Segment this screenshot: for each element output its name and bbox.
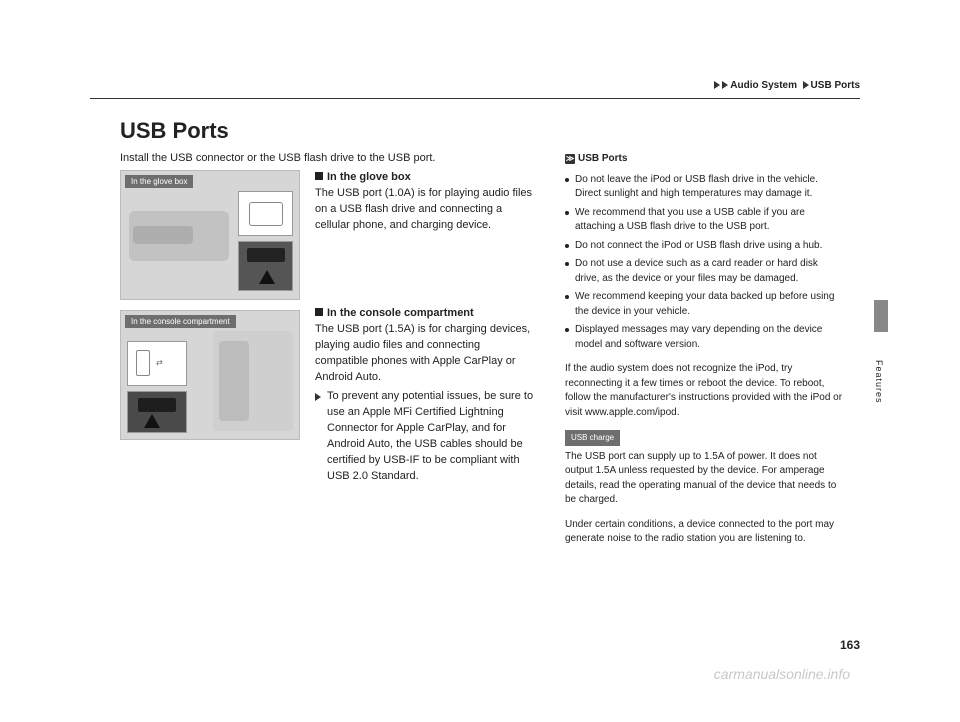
section-bullet: To prevent any potential issues, be sure… — [315, 389, 535, 485]
console-section: In the console compartment The USB port … — [315, 306, 535, 485]
figure-label: In the console compartment — [125, 315, 236, 328]
info-paragraph: Under certain conditions, a device conne… — [565, 518, 845, 547]
manual-page: Audio System USB Ports USB Ports Install… — [0, 0, 960, 722]
info-paragraph: The USB port can supply up to 1.5A of po… — [565, 450, 845, 508]
info-bullet: We recommend that you use a USB cable if… — [565, 206, 845, 235]
info-bullet: Do not use a device such as a card reade… — [565, 257, 845, 286]
divider — [90, 98, 860, 99]
figure-glove-box: In the glove box — [120, 170, 300, 300]
info-heading-text: USB Ports — [578, 153, 627, 164]
usb-charge-badge: USB charge — [565, 430, 620, 446]
info-bullet: Do not leave the iPod or USB flash drive… — [565, 173, 845, 202]
info-column: ≫USB Ports Do not leave the iPod or USB … — [565, 152, 845, 557]
info-bullet: We recommend keeping your data backed up… — [565, 290, 845, 319]
watermark: carmanualsonline.info — [714, 666, 850, 682]
section-tab — [874, 300, 888, 332]
chevron-right-icon — [722, 81, 728, 89]
info-bullet-list: Do not leave the iPod or USB flash drive… — [565, 173, 845, 353]
info-bullet: Displayed messages may vary depending on… — [565, 323, 845, 352]
triangle-bullet-icon — [315, 393, 321, 401]
chevron-right-icon — [803, 81, 809, 89]
breadcrumb-b: USB Ports — [811, 80, 860, 91]
intro-text: Install the USB connector or the USB fla… — [120, 152, 436, 164]
page-number: 163 — [840, 638, 860, 652]
chevron-right-icon — [714, 81, 720, 89]
section-head: In the glove box — [327, 171, 411, 183]
info-paragraph: If the audio system does not recognize t… — [565, 362, 845, 420]
info-bullet: Do not connect the iPod or USB flash dri… — [565, 239, 845, 254]
page-title: USB Ports — [120, 118, 229, 144]
body-column: In the glove box The USB port (1.0A) is … — [315, 170, 535, 485]
breadcrumb-a: Audio System — [730, 80, 797, 91]
section-body: The USB port (1.5A) is for charging devi… — [315, 322, 535, 386]
bullet-text: To prevent any potential issues, be sure… — [327, 389, 535, 485]
info-heading: ≫USB Ports — [565, 152, 845, 167]
square-bullet-icon — [315, 308, 323, 316]
figures-column: In the glove box In the console compartm… — [120, 170, 300, 450]
section-head: In the console compartment — [327, 307, 474, 319]
figure-console: In the console compartment ⇄ — [120, 310, 300, 440]
breadcrumb: Audio System USB Ports — [714, 80, 860, 91]
info-icon: ≫ — [565, 154, 575, 164]
glove-box-section: In the glove box The USB port (1.0A) is … — [315, 170, 535, 234]
section-body: The USB port (1.0A) is for playing audio… — [315, 186, 535, 234]
section-tab-label: Features — [874, 360, 884, 404]
figure-label: In the glove box — [125, 175, 193, 188]
square-bullet-icon — [315, 172, 323, 180]
